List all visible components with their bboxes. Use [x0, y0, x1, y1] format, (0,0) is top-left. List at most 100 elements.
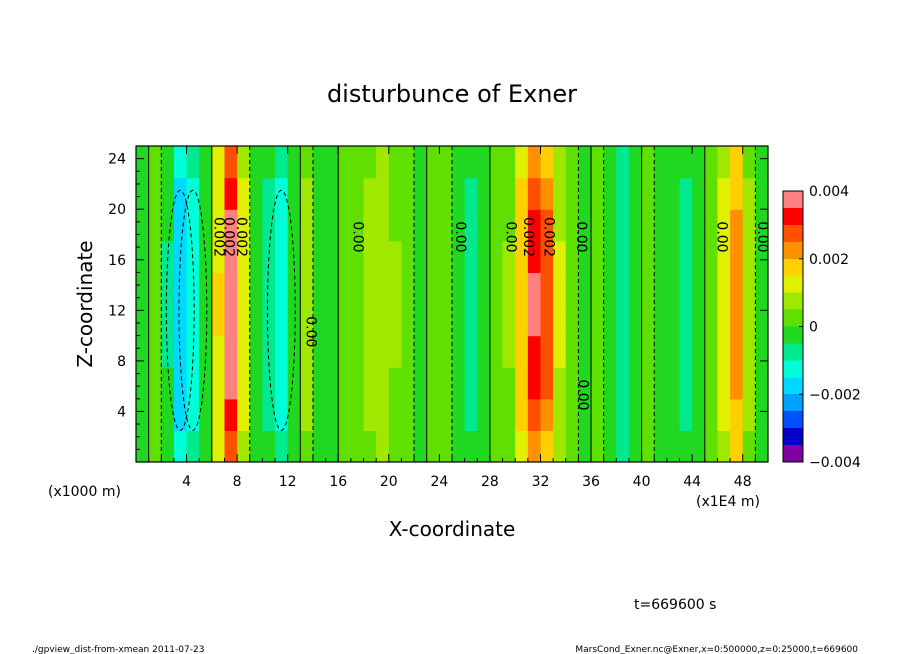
- heatmap-cell: [136, 367, 150, 400]
- heatmap-cell: [464, 304, 478, 337]
- heatmap-cell: [224, 304, 238, 337]
- heatmap-cell: [376, 272, 390, 305]
- heatmap-cell: [452, 398, 466, 431]
- heatmap-cell: [641, 367, 655, 400]
- heatmap-cell: [249, 146, 263, 179]
- heatmap-cell: [641, 209, 655, 242]
- heatmap-cell: [578, 367, 592, 400]
- heatmap-cell: [477, 272, 491, 305]
- heatmap-cell: [654, 398, 668, 431]
- heatmap-cell: [742, 209, 756, 242]
- heatmap-cell: [173, 209, 188, 242]
- heatmap-cell: [262, 430, 276, 462]
- heatmap-cell: [325, 398, 339, 431]
- heatmap-cell: [211, 177, 226, 210]
- heatmap-cell: [439, 272, 453, 305]
- heatmap-cell: [211, 272, 226, 305]
- heatmap-cell: [704, 209, 719, 242]
- heatmap-cell: [464, 398, 478, 431]
- heatmap-cell: [350, 146, 365, 179]
- heatmap-cell: [553, 177, 567, 210]
- contour-label: 0.002: [540, 217, 556, 257]
- heatmap-cell: [540, 240, 554, 273]
- heatmap-cell: [489, 335, 504, 368]
- heatmap-cell: [527, 335, 542, 368]
- heatmap-cell: [275, 335, 289, 368]
- heatmap-cell: [363, 367, 377, 400]
- script-path: ./gpview_dist-from-xmean 2011-07-23: [32, 645, 204, 654]
- heatmap-cell: [439, 209, 453, 242]
- heatmap-cell: [755, 398, 768, 431]
- contour-line: [266, 189, 296, 431]
- heatmap-cell: [477, 335, 491, 368]
- heatmap-cell: [464, 177, 478, 210]
- heatmap-cell: [565, 240, 579, 273]
- heatmap-cell: [439, 367, 453, 400]
- heatmap-cell: [717, 398, 731, 431]
- heatmap-cell: [237, 430, 251, 462]
- heatmap-cell: [325, 272, 339, 305]
- colorbar-tick-label: 0: [809, 320, 818, 336]
- heatmap-cell: [249, 398, 263, 431]
- heatmap-cell: [325, 240, 339, 273]
- heatmap-cell: [300, 240, 314, 273]
- heatmap-cell: [439, 430, 453, 462]
- heatmap-cell: [603, 240, 617, 273]
- x-tick-label: 12: [279, 474, 297, 490]
- heatmap-cell: [439, 304, 453, 337]
- heatmap-cell: [401, 430, 415, 462]
- heatmap-cell: [755, 240, 768, 273]
- heatmap-cell: [616, 272, 630, 305]
- heatmap-cell: [742, 335, 756, 368]
- x-tick-label: 32: [532, 474, 550, 490]
- heatmap-cell: [262, 272, 276, 305]
- heatmap-cell: [540, 146, 554, 179]
- heatmap-cell: [502, 272, 516, 305]
- chart-title: disturbunce of Exner: [327, 80, 577, 108]
- heatmap-cell: [414, 430, 428, 462]
- heatmap-cell: [224, 177, 238, 210]
- heatmap-cell: [363, 177, 377, 210]
- heatmap-cell: [237, 304, 251, 337]
- heatmap-cell: [401, 335, 415, 368]
- heatmap-cell: [338, 146, 352, 179]
- heatmap-cell: [717, 177, 731, 210]
- heatmap-cell: [704, 240, 719, 273]
- heatmap-cell: [275, 304, 289, 337]
- heatmap-cell: [401, 367, 415, 400]
- heatmap-cell: [275, 272, 289, 305]
- heatmap-cell: [730, 367, 744, 400]
- heatmap-cell: [679, 335, 693, 368]
- heatmap-cell: [388, 146, 403, 179]
- heatmap-cell: [275, 398, 289, 431]
- heatmap-cell: [666, 209, 681, 242]
- source-info: MarsCond_Exner.nc@Exner,x=0:500000,z=0:2…: [575, 645, 858, 654]
- heatmap-cell: [654, 209, 668, 242]
- heatmap-cell: [426, 146, 440, 179]
- heatmap-cell: [414, 367, 428, 400]
- heatmap-cell: [287, 272, 301, 305]
- heatmap-cell: [275, 146, 289, 179]
- heatmap-cell: [237, 367, 251, 400]
- contour-label: 0.00: [713, 221, 729, 252]
- heatmap-cell: [161, 304, 175, 337]
- heatmap-cell: [755, 146, 768, 179]
- heatmap-cell: [755, 272, 768, 305]
- heatmap-cell: [527, 177, 542, 210]
- heatmap-cell: [730, 335, 744, 368]
- heatmap-cell: [426, 367, 440, 400]
- heatmap-cell: [464, 367, 478, 400]
- heatmap-cell: [161, 367, 175, 400]
- heatmap-cell: [287, 177, 301, 210]
- heatmap-cell: [578, 304, 592, 337]
- heatmap-cell: [489, 398, 504, 431]
- heatmap-cell: [692, 209, 706, 242]
- heatmap-cell: [249, 304, 263, 337]
- heatmap-cell: [616, 335, 630, 368]
- heatmap-cell: [401, 398, 415, 431]
- heatmap-cell: [616, 304, 630, 337]
- heatmap-cell: [401, 209, 415, 242]
- heatmap-cell: [173, 146, 188, 179]
- heatmap-cell: [553, 367, 567, 400]
- heatmap-cell: [350, 304, 365, 337]
